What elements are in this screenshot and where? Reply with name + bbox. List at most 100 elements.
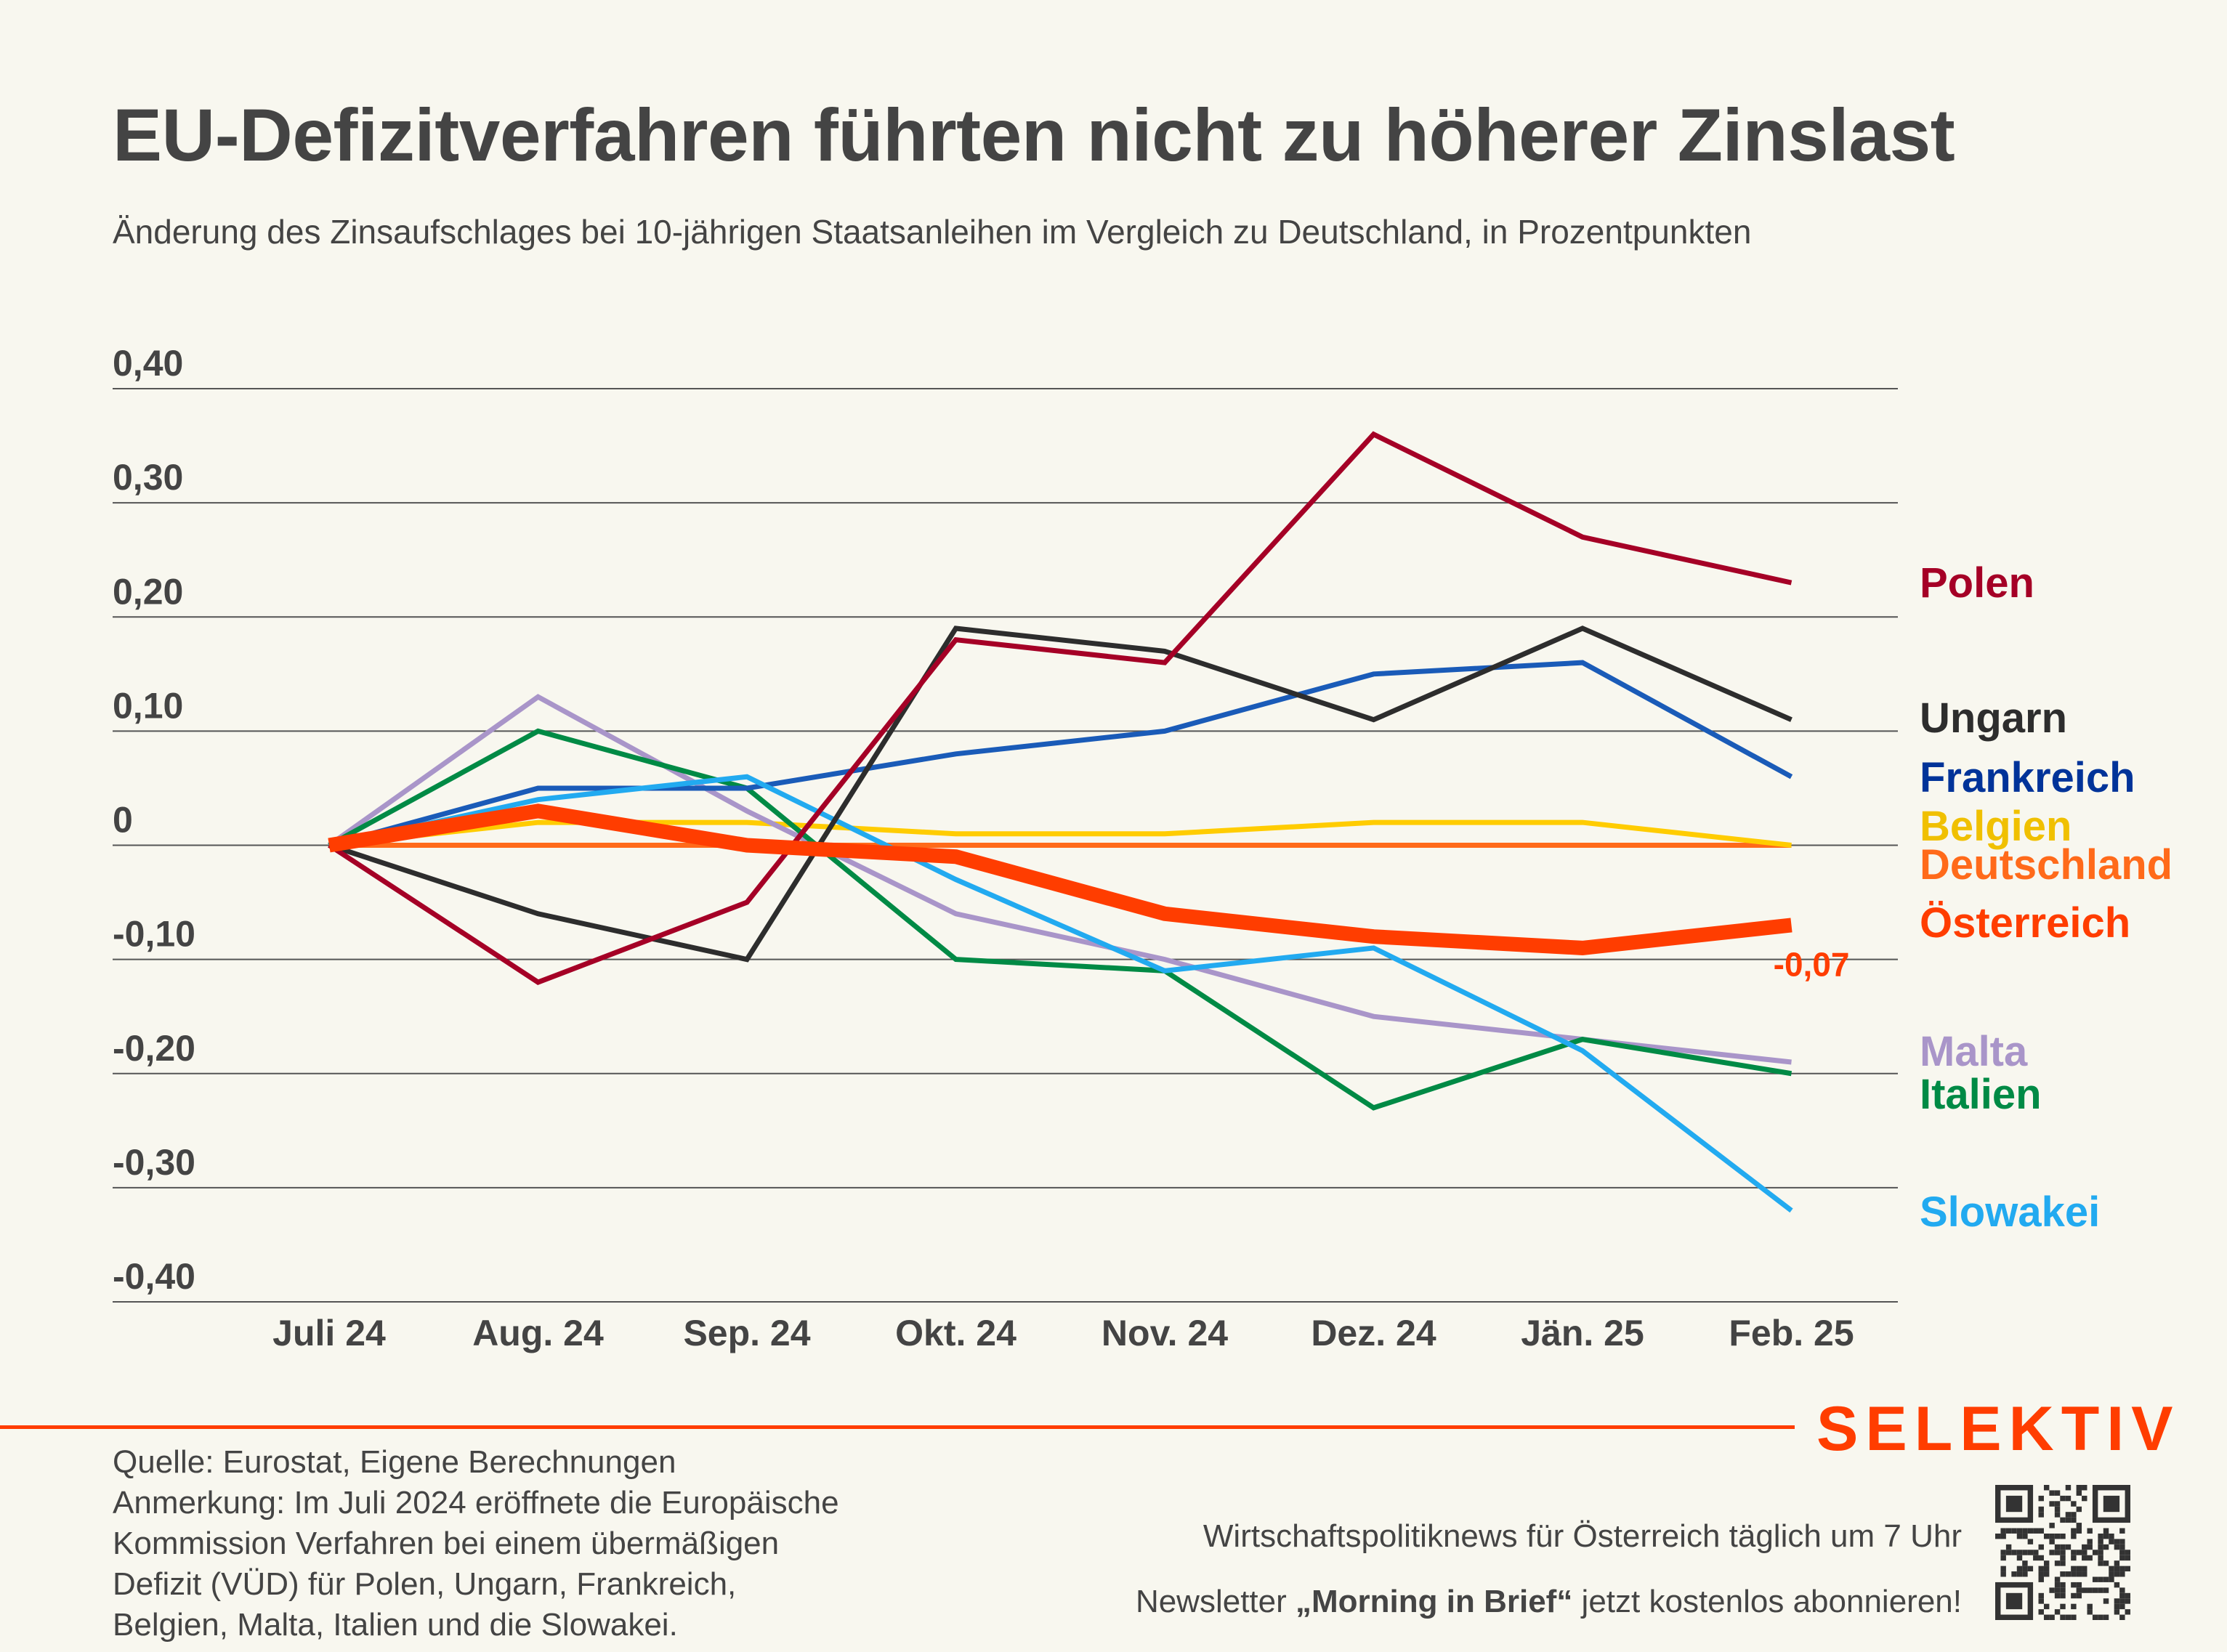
qr-module <box>2103 1614 2109 1620</box>
note-line: Belgien, Malta, Italien und die Slowakei… <box>113 1607 678 1643</box>
line-chart: 0,40 0,30 0,20 0,10 0 -0,10 -0,20 -0,30 -0,40 Ju… <box>113 343 2173 1353</box>
brand-logo: SELEKTIV <box>1816 1394 2180 1464</box>
qr-module <box>2114 1539 2120 1544</box>
qr-module <box>2054 1582 2061 1588</box>
footnote: Quelle: Eurostat, Eigene Berechnungen An… <box>113 1442 839 1645</box>
qr-module <box>2092 1587 2098 1593</box>
qr-module <box>2087 1555 2093 1561</box>
promo-text: Newsletter <box>1135 1584 1296 1619</box>
qr-module <box>2060 1495 2066 1502</box>
qr-module <box>2043 1603 2050 1610</box>
qr-module <box>2060 1571 2066 1577</box>
qr-module <box>2060 1544 2066 1550</box>
qr-module <box>2092 1550 2098 1555</box>
qr-module <box>2038 1495 2044 1502</box>
qr-module <box>2060 1587 2066 1593</box>
qr-module <box>2043 1614 2050 1620</box>
qr-module <box>2038 1609 2044 1615</box>
qr-module <box>2000 1528 2006 1534</box>
qr-finder <box>2103 1495 2120 1513</box>
note-line: Anmerkung: Im Juli 2024 eröffnete die Eu… <box>113 1485 839 1521</box>
qr-module <box>2082 1587 2087 1593</box>
qr-module <box>2076 1587 2082 1593</box>
qr-module <box>2038 1576 2044 1582</box>
qr-module <box>2109 1533 2114 1539</box>
qr-module <box>2082 1544 2087 1550</box>
qr-module <box>2082 1485 2087 1491</box>
promo-line-2: Newsletter „Morning in Brief“ jetzt kost… <box>1136 1569 1962 1635</box>
qr-module <box>2098 1614 2103 1620</box>
qr-module <box>2033 1550 2039 1555</box>
qr-module <box>2071 1582 2077 1588</box>
qr-module <box>2054 1544 2061 1550</box>
qr-module <box>2054 1609 2061 1615</box>
qr-module <box>2038 1506 2044 1513</box>
qr-module <box>2049 1523 2055 1528</box>
qr-module <box>2071 1533 2077 1539</box>
qr-module <box>2119 1528 2125 1534</box>
qr-module <box>2011 1528 2017 1534</box>
qr-module <box>2071 1555 2077 1561</box>
qr-module <box>2087 1528 2093 1534</box>
promo-line-1: Wirtschaftspolitiknews für Österreich tä… <box>1203 1518 1962 1554</box>
qr-finder <box>2005 1592 2023 1610</box>
qr-module <box>2060 1517 2066 1523</box>
qr-module <box>2119 1603 2125 1610</box>
qr-module <box>2071 1501 2077 1507</box>
qr-module <box>2119 1555 2125 1561</box>
qr-module <box>2114 1544 2120 1550</box>
qr-module <box>2000 1566 2006 1572</box>
qr-module <box>2082 1566 2087 1572</box>
qr-module <box>2071 1517 2077 1523</box>
qr-module <box>2000 1571 2006 1577</box>
qr-module <box>2022 1560 2028 1566</box>
qr-module <box>2076 1523 2082 1528</box>
qr-module <box>2071 1592 2077 1599</box>
qr-module <box>2071 1528 2077 1534</box>
qr-module <box>2038 1555 2044 1561</box>
qr-module <box>2060 1582 2066 1588</box>
y-tick-label: 0,30 <box>113 457 183 498</box>
newsletter-name[interactable]: „Morning in Brief“ <box>1296 1584 1573 1619</box>
y-tick-label: 0 <box>113 800 133 841</box>
qr-module <box>2016 1533 2023 1539</box>
x-axis-ticks: Juli 24 Aug. 24 Sep. 24 Okt. 24 Nov. 24 Dez. … <box>272 1313 1854 1353</box>
qr-module <box>2049 1614 2055 1620</box>
qr-module <box>2038 1566 2044 1572</box>
qr-module <box>2076 1566 2082 1572</box>
qr-module <box>2119 1544 2125 1550</box>
qr-module <box>2054 1490 2061 1496</box>
y-tick-label: 0,20 <box>113 571 183 612</box>
qr-module <box>2065 1485 2072 1491</box>
x-tick-label: Feb. 25 <box>1729 1313 1854 1353</box>
qr-module <box>2027 1539 2034 1544</box>
qr-module <box>2119 1571 2125 1577</box>
chart-subtitle: Änderung des Zinsaufschlages bei 10-jähr… <box>113 213 1752 251</box>
qr-module <box>2054 1550 2061 1555</box>
series-label-österreich: Österreich <box>1920 899 2130 947</box>
series-label-frankreich: Frankreich <box>1920 754 2135 801</box>
qr-module <box>2082 1555 2087 1561</box>
qr-module <box>2071 1614 2077 1620</box>
qr-module <box>2098 1555 2103 1561</box>
qr-module <box>2098 1576 2103 1582</box>
qr-code-icon[interactable] <box>1995 1485 2130 1620</box>
qr-module <box>2049 1490 2055 1496</box>
chart-title: EU-Defizitverfahren führten nicht zu höh… <box>113 94 1955 177</box>
series-label-malta: Malta <box>1920 1028 2028 1075</box>
y-tick-label: -0,10 <box>113 914 195 955</box>
qr-module <box>2038 1512 2044 1518</box>
qr-module <box>2060 1614 2066 1620</box>
qr-module <box>2087 1603 2093 1610</box>
qr-module <box>2103 1576 2109 1582</box>
qr-module <box>2049 1539 2055 1544</box>
y-axis-ticks: 0,40 0,30 0,20 0,10 0 -0,10 -0,20 -0,30 -0,40 <box>113 343 195 1297</box>
qr-module <box>2016 1528 2023 1534</box>
x-tick-label: Okt. 24 <box>895 1313 1017 1353</box>
qr-module <box>2038 1592 2044 1599</box>
qr-module <box>2087 1609 2093 1615</box>
series-label-ungarn: Ungarn <box>1920 695 2067 742</box>
qr-module <box>2060 1592 2066 1599</box>
qr-module <box>2125 1555 2130 1561</box>
